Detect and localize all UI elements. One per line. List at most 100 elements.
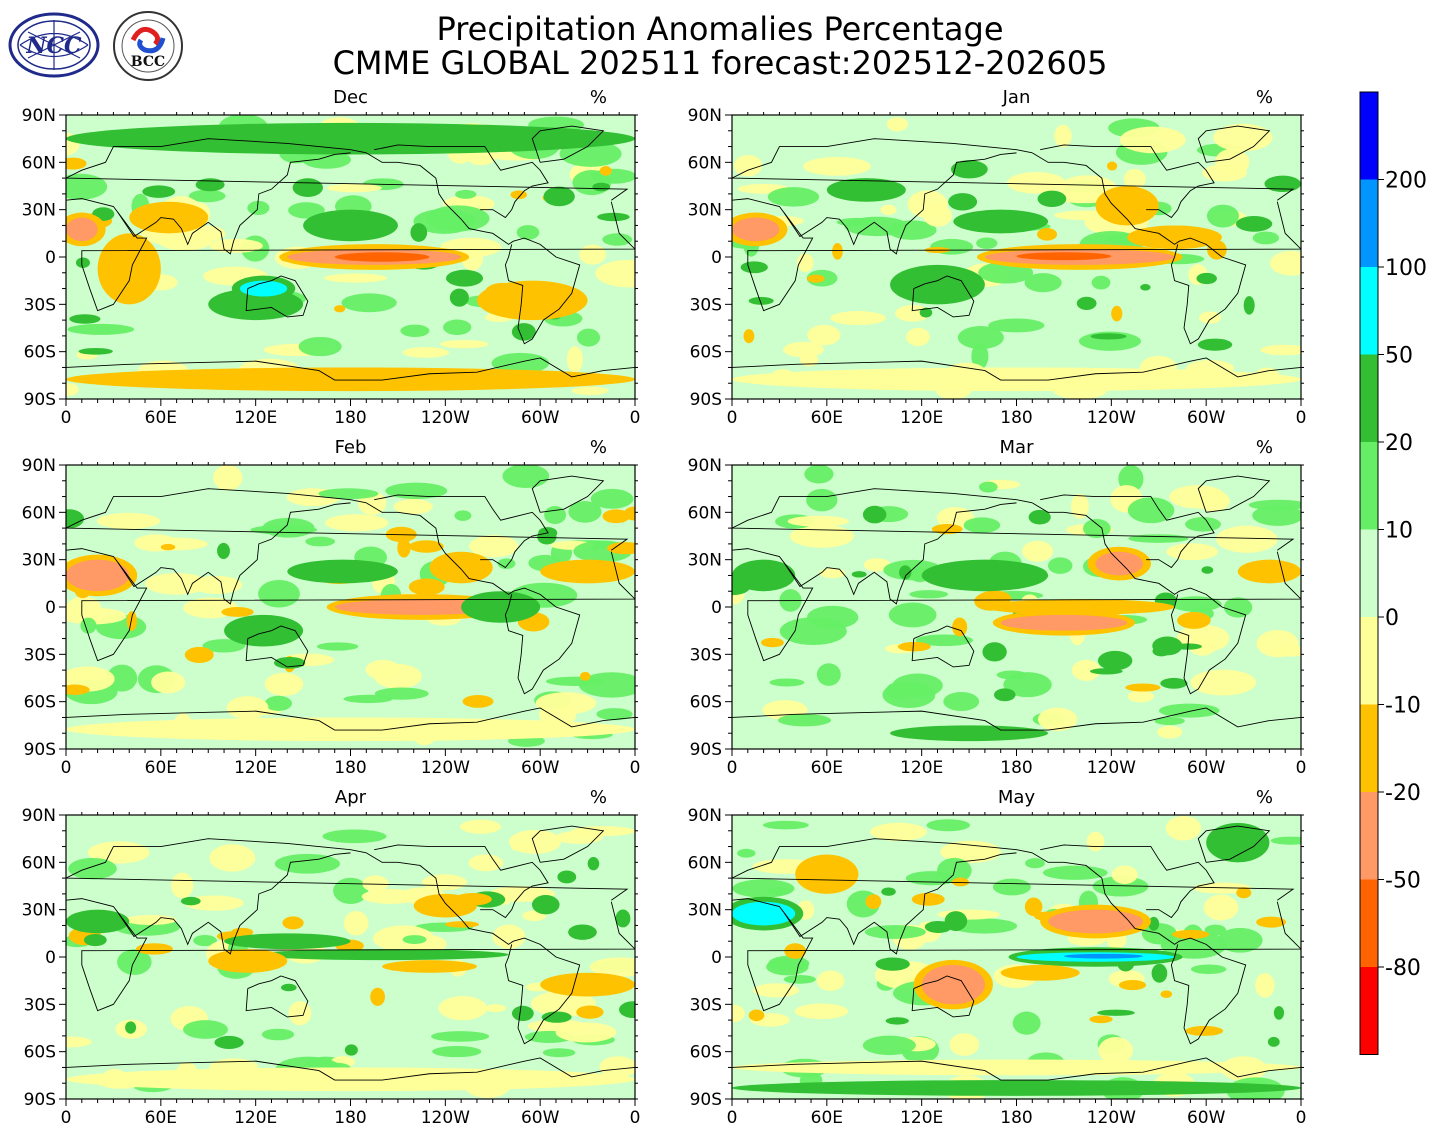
x-tick-label: 60E: [811, 758, 843, 778]
anomaly-blob: [78, 348, 113, 355]
y-tick-label: 30S: [24, 295, 56, 315]
anomaly-blob: [469, 535, 519, 558]
x-tick-label: 60E: [145, 408, 177, 428]
colorbar-label: -20: [1385, 781, 1421, 806]
ncc-logo-text: NCC: [25, 33, 82, 59]
anomaly-blob: [579, 244, 607, 265]
anomaly-blob: [1196, 490, 1230, 512]
y-tick-label: 90N: [22, 106, 56, 126]
y-tick-label: 60S: [690, 693, 722, 713]
anomaly-blob: [343, 910, 369, 936]
anomaly-blob: [555, 1022, 617, 1043]
anomaly-blob: [1025, 858, 1045, 869]
anomaly-blob: [1273, 1006, 1285, 1020]
anomaly-blob: [443, 319, 472, 336]
anomaly-blob: [1255, 973, 1275, 998]
anomaly-blob: [1140, 283, 1151, 291]
y-tick-label: 90S: [690, 390, 722, 410]
anomaly-blob: [590, 488, 634, 509]
anomaly-blob: [897, 641, 931, 652]
anomaly-blob: [1152, 636, 1183, 656]
anomaly-blob: [1197, 338, 1233, 351]
map-panels: 0 60E 120E 180 120W 60W 0 90N 60N 30N 0 30S 60S 90S De…: [22, 87, 1307, 1128]
coastlines: [732, 475, 1301, 731]
x-tick-label: 180: [1000, 1108, 1032, 1128]
anomaly-blob: [343, 694, 393, 704]
anomaly-blob: [577, 328, 601, 347]
x-tick-label: 60E: [811, 408, 843, 428]
y-tick-label: 60N: [688, 853, 722, 873]
anomaly-blob: [124, 914, 177, 925]
anomaly-blob: [578, 672, 635, 698]
anomaly-blob: [1158, 703, 1220, 718]
anomaly-blob: [880, 204, 897, 216]
anomaly-blob: [1214, 148, 1250, 177]
anomaly-blob: [587, 857, 600, 871]
anomaly-blob: [1269, 250, 1301, 276]
anomaly-blob: [830, 311, 886, 326]
x-tick-label: 0: [61, 408, 72, 428]
anomaly-blob: [126, 611, 137, 631]
coastline: [66, 838, 629, 901]
anomaly-feature-7: [66, 1067, 635, 1092]
x-tick-label: 0: [630, 758, 641, 778]
anomaly-blob: [590, 168, 635, 184]
coastline: [245, 975, 309, 1018]
anomaly-blob: [1165, 815, 1202, 841]
y-tick-label: 30S: [690, 645, 722, 665]
coastline: [911, 975, 975, 1018]
anomaly-blob: [188, 189, 226, 203]
anomaly-field: [66, 465, 635, 749]
anomaly-blob: [274, 853, 341, 874]
anomaly-blob: [370, 987, 386, 1006]
bcc-logo: BCC: [113, 11, 183, 81]
colorbar-label: 20: [1385, 431, 1413, 456]
anomaly-blob: [1252, 505, 1301, 526]
anomaly-blob: [576, 1005, 604, 1019]
anomaly-blob: [1215, 525, 1278, 553]
anomaly-blob: [948, 193, 978, 211]
anomaly-blob: [1236, 887, 1252, 899]
anomaly-blob: [1098, 1037, 1133, 1064]
anomaly-blob: [882, 681, 936, 708]
y-tick-label: 30S: [24, 995, 56, 1015]
anomaly-blob: [1097, 650, 1133, 671]
anomaly-blob: [184, 646, 214, 663]
anomaly-blob: [408, 578, 445, 596]
y-tick-label: 90S: [24, 390, 56, 410]
coastlines: [66, 475, 635, 731]
anomaly-blob: [1003, 672, 1052, 698]
anomaly-blob: [125, 1021, 137, 1034]
x-tick-label: 120E: [234, 758, 277, 778]
coastline: [911, 625, 975, 668]
anomaly-blob: [288, 1001, 312, 1026]
anomaly-blob: [760, 637, 784, 648]
anomaly-blob: [66, 509, 85, 529]
coastline: [1032, 152, 1247, 345]
anomaly-blob: [214, 1035, 244, 1049]
anomaly-blob: [767, 187, 820, 207]
y-tick-label: 0: [711, 948, 722, 968]
coastline: [732, 488, 1295, 551]
x-tick-label: 120E: [234, 1108, 277, 1128]
anomaly-blob: [886, 117, 909, 132]
anomaly-blob: [595, 259, 635, 288]
anomaly-blob: [1089, 668, 1123, 675]
anomaly-blob: [96, 512, 161, 529]
anomaly-feature-1: [334, 252, 430, 262]
anomaly-blob: [202, 639, 246, 653]
anomaly-blob: [1160, 677, 1188, 689]
anomaly-blob: [247, 200, 270, 216]
anomaly-blob: [400, 324, 430, 338]
x-tick-label: 0: [727, 408, 738, 428]
y-tick-label: 0: [45, 248, 56, 268]
anomaly-blob: [1070, 493, 1089, 520]
anomaly-blob: [915, 634, 973, 647]
anomaly-blob: [1151, 963, 1168, 983]
anomaly-blob: [1171, 929, 1210, 939]
anomaly-blob: [1037, 707, 1078, 732]
anomaly-feature-6: [890, 725, 1049, 742]
anomaly-feature-8: [826, 178, 906, 202]
anomaly-blob: [1217, 927, 1263, 953]
anomaly-blob: [151, 671, 186, 694]
